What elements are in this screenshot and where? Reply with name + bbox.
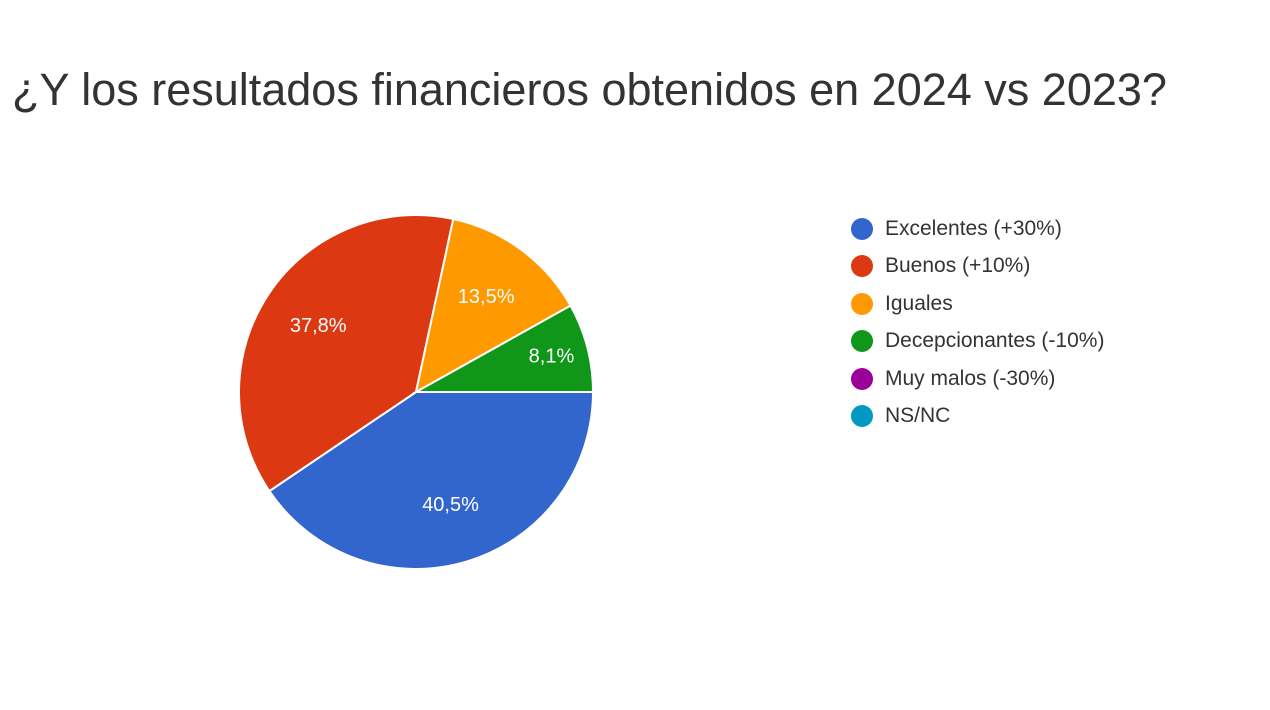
legend-label-muy-malos: Muy malos (-30%) [885,366,1056,390]
pie-slice-buenos [238,214,455,493]
legend-item-ns-nc: NS/NC [851,398,1104,436]
legend-swatch-buenos [851,255,873,278]
legend-label-excelentes: Excelentes (+30%) [885,216,1062,240]
legend-item-buenos: Buenos (+10%) [851,248,1104,286]
legend-item-muy-malos: Muy malos (-30%) [851,360,1104,398]
legend-label-iguales: Iguales [885,291,953,315]
chart-title: ¿Y los resultados financieros obtenidos … [12,64,1167,115]
legend-swatch-muy-malos [851,367,873,390]
legend-item-excelentes: Excelentes (+30%) [851,210,1104,248]
legend-swatch-ns-nc [851,405,873,428]
legend-swatch-decepcionantes [851,330,873,353]
legend-item-decepcionantes: Decepcionantes (-10%) [851,323,1104,361]
legend-swatch-iguales [851,292,873,315]
legend-label-decepcionantes: Decepcionantes (-10%) [885,329,1105,353]
pie-slice-iguales [414,217,572,394]
pie-slice-excelentes [267,391,595,570]
legend-swatch-excelentes [851,217,873,240]
slice-label-buenos: 37,8% [290,315,347,337]
slice-label-excelentes: 40,5% [422,494,479,516]
legend-label-ns-nc: NS/NC [885,404,951,428]
legend-item-iguales: Iguales [851,285,1104,323]
pie-slice-decepcionantes [412,304,595,393]
legend-label-buenos: Buenos (+10%) [885,254,1031,278]
slice-label-decepcionantes: 8,1% [529,346,575,368]
chart-legend: Excelentes (+30%) Buenos (+10%) Iguales … [851,210,1104,435]
slice-label-iguales: 13,5% [458,286,515,308]
